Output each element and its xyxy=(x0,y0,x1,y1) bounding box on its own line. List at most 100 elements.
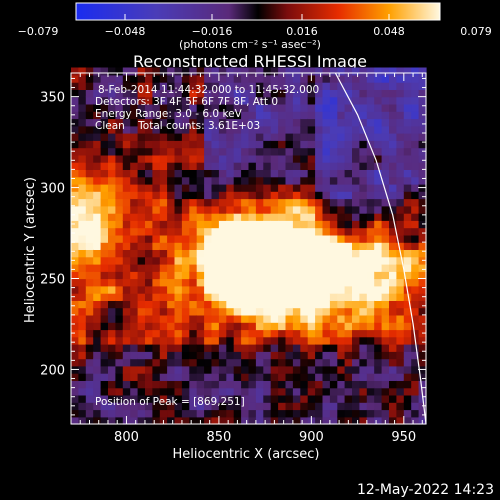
heatmap-cell xyxy=(204,344,213,352)
heatmap-cell xyxy=(374,387,383,396)
heatmap-cell xyxy=(137,387,146,396)
heatmap-cell xyxy=(396,183,405,192)
heatmap-cell xyxy=(344,198,353,207)
heatmap-cell xyxy=(152,329,161,338)
heatmap-cell xyxy=(100,307,109,316)
heatmap-cell xyxy=(108,154,116,163)
heatmap-cell xyxy=(374,147,383,156)
heatmap-cell xyxy=(329,213,338,221)
heatmap-cell xyxy=(366,89,375,98)
heatmap-cell xyxy=(411,264,420,272)
heatmap-cell xyxy=(122,314,131,323)
heatmap-cell xyxy=(167,314,176,323)
heatmap-cell xyxy=(389,74,397,83)
heatmap-cell xyxy=(403,140,412,149)
heatmap-cell xyxy=(418,198,427,207)
heatmap-cell xyxy=(307,227,316,236)
heatmap-cell xyxy=(152,394,161,403)
heatmap-cell xyxy=(403,344,412,352)
heatmap-cell xyxy=(226,162,235,170)
heatmap-cell xyxy=(337,125,346,134)
heatmap-cell xyxy=(211,307,220,316)
heatmap-cell xyxy=(374,125,383,134)
heatmap-cell xyxy=(403,147,412,156)
heatmap-cell xyxy=(196,191,205,200)
heatmap-cell xyxy=(344,336,353,345)
heatmap-cell xyxy=(329,74,338,83)
heatmap-cell xyxy=(411,373,420,381)
heatmap-cell xyxy=(78,409,87,418)
heatmap-cell xyxy=(159,402,168,411)
heatmap-cell xyxy=(226,118,235,127)
heatmap-cell xyxy=(337,394,346,403)
heatmap-cell xyxy=(337,118,346,127)
heatmap-cell xyxy=(85,365,94,374)
heatmap-cell xyxy=(152,220,161,229)
heatmap-cell xyxy=(278,329,287,338)
heatmap-cell xyxy=(137,191,146,200)
heatmap-cell xyxy=(366,67,375,76)
heatmap-cell xyxy=(241,111,250,120)
heatmap-cell xyxy=(278,191,287,200)
heatmap-cell xyxy=(381,307,390,316)
heatmap-cell xyxy=(389,125,397,134)
heatmap-cell xyxy=(329,264,338,272)
heatmap-cell xyxy=(137,394,146,403)
heatmap-cell xyxy=(85,293,94,301)
heatmap-cell xyxy=(189,322,198,331)
heatmap-cell xyxy=(122,220,131,229)
heatmap-cell xyxy=(389,176,397,185)
heatmap-cell xyxy=(226,133,235,141)
heatmap-cell xyxy=(145,314,153,323)
heatmap-cell xyxy=(270,365,279,374)
heatmap-cell xyxy=(337,111,346,120)
heatmap-cell xyxy=(174,140,183,149)
heatmap-cell xyxy=(130,329,139,338)
heatmap-cell xyxy=(285,242,294,250)
heatmap-cell xyxy=(218,213,227,221)
heatmap-cell xyxy=(211,314,220,323)
heatmap-cell xyxy=(352,140,360,149)
heatmap-cell xyxy=(418,162,427,170)
heatmap-cell xyxy=(78,249,87,258)
colorbar-ticks: −0.079 −0.048 −0.016 0.016 0.048 0.079 xyxy=(18,14,492,38)
heatmap-cell xyxy=(344,351,353,360)
heatmap-cell xyxy=(174,300,183,309)
heatmap-cell xyxy=(189,351,198,360)
heatmap-cell xyxy=(307,191,316,200)
heatmap-cell xyxy=(389,147,397,156)
heatmap-cell xyxy=(152,249,161,258)
heatmap-cell xyxy=(389,183,397,192)
heatmap-cell xyxy=(352,278,360,287)
heatmap-cell xyxy=(204,162,213,170)
heatmap-cell xyxy=(204,416,213,425)
heatmap-cell xyxy=(145,416,153,425)
heatmap-cell xyxy=(292,103,301,112)
heatmap-cell xyxy=(196,329,205,338)
heatmap-cell xyxy=(411,380,420,389)
heatmap-cell xyxy=(300,256,309,265)
heatmap-cell xyxy=(329,402,338,411)
heatmap-cell xyxy=(263,394,272,403)
heatmap-cell xyxy=(374,402,383,411)
heatmap-cell xyxy=(307,147,316,156)
heatmap-cell xyxy=(292,118,301,127)
heatmap-cell xyxy=(411,82,420,90)
heatmap-cell xyxy=(381,169,390,178)
heatmap-cell xyxy=(211,111,220,120)
heatmap-cell xyxy=(278,387,287,396)
heatmap-cell xyxy=(167,394,176,403)
heatmap-cell xyxy=(115,300,124,309)
heatmap-cell xyxy=(93,271,102,280)
heatmap-cell xyxy=(204,67,213,76)
heatmap-cell xyxy=(255,220,264,229)
heatmap-cell xyxy=(411,140,420,149)
heatmap-cell xyxy=(255,365,264,374)
heatmap-cell xyxy=(418,125,427,134)
heatmap-cell xyxy=(93,169,102,178)
heatmap-cell xyxy=(241,373,250,381)
heatmap-cell xyxy=(255,307,264,316)
heatmap-cell xyxy=(329,278,338,287)
heatmap-cell xyxy=(403,249,412,258)
heatmap-cell xyxy=(285,147,294,156)
